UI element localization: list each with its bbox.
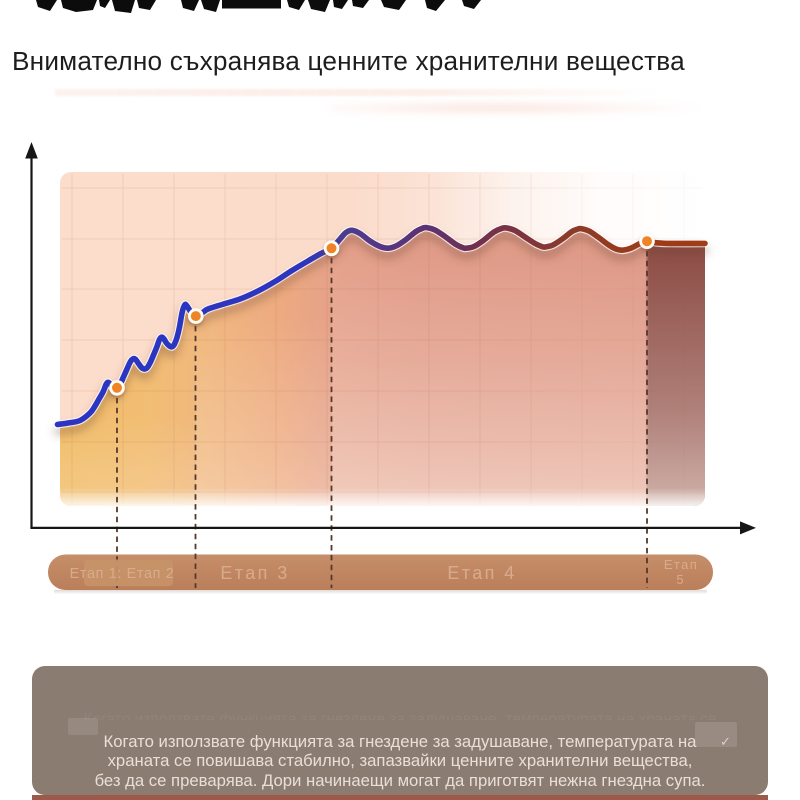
svg-text:Етап 1: Етап 2: Етап 1: Етап 2 <box>70 566 175 582</box>
svg-text:Етап 4: Етап 4 <box>447 563 516 583</box>
svg-text:Етап: Етап <box>664 557 698 572</box>
svg-text:5: 5 <box>676 572 683 587</box>
svg-text:Етап 3: Етап 3 <box>220 563 289 583</box>
